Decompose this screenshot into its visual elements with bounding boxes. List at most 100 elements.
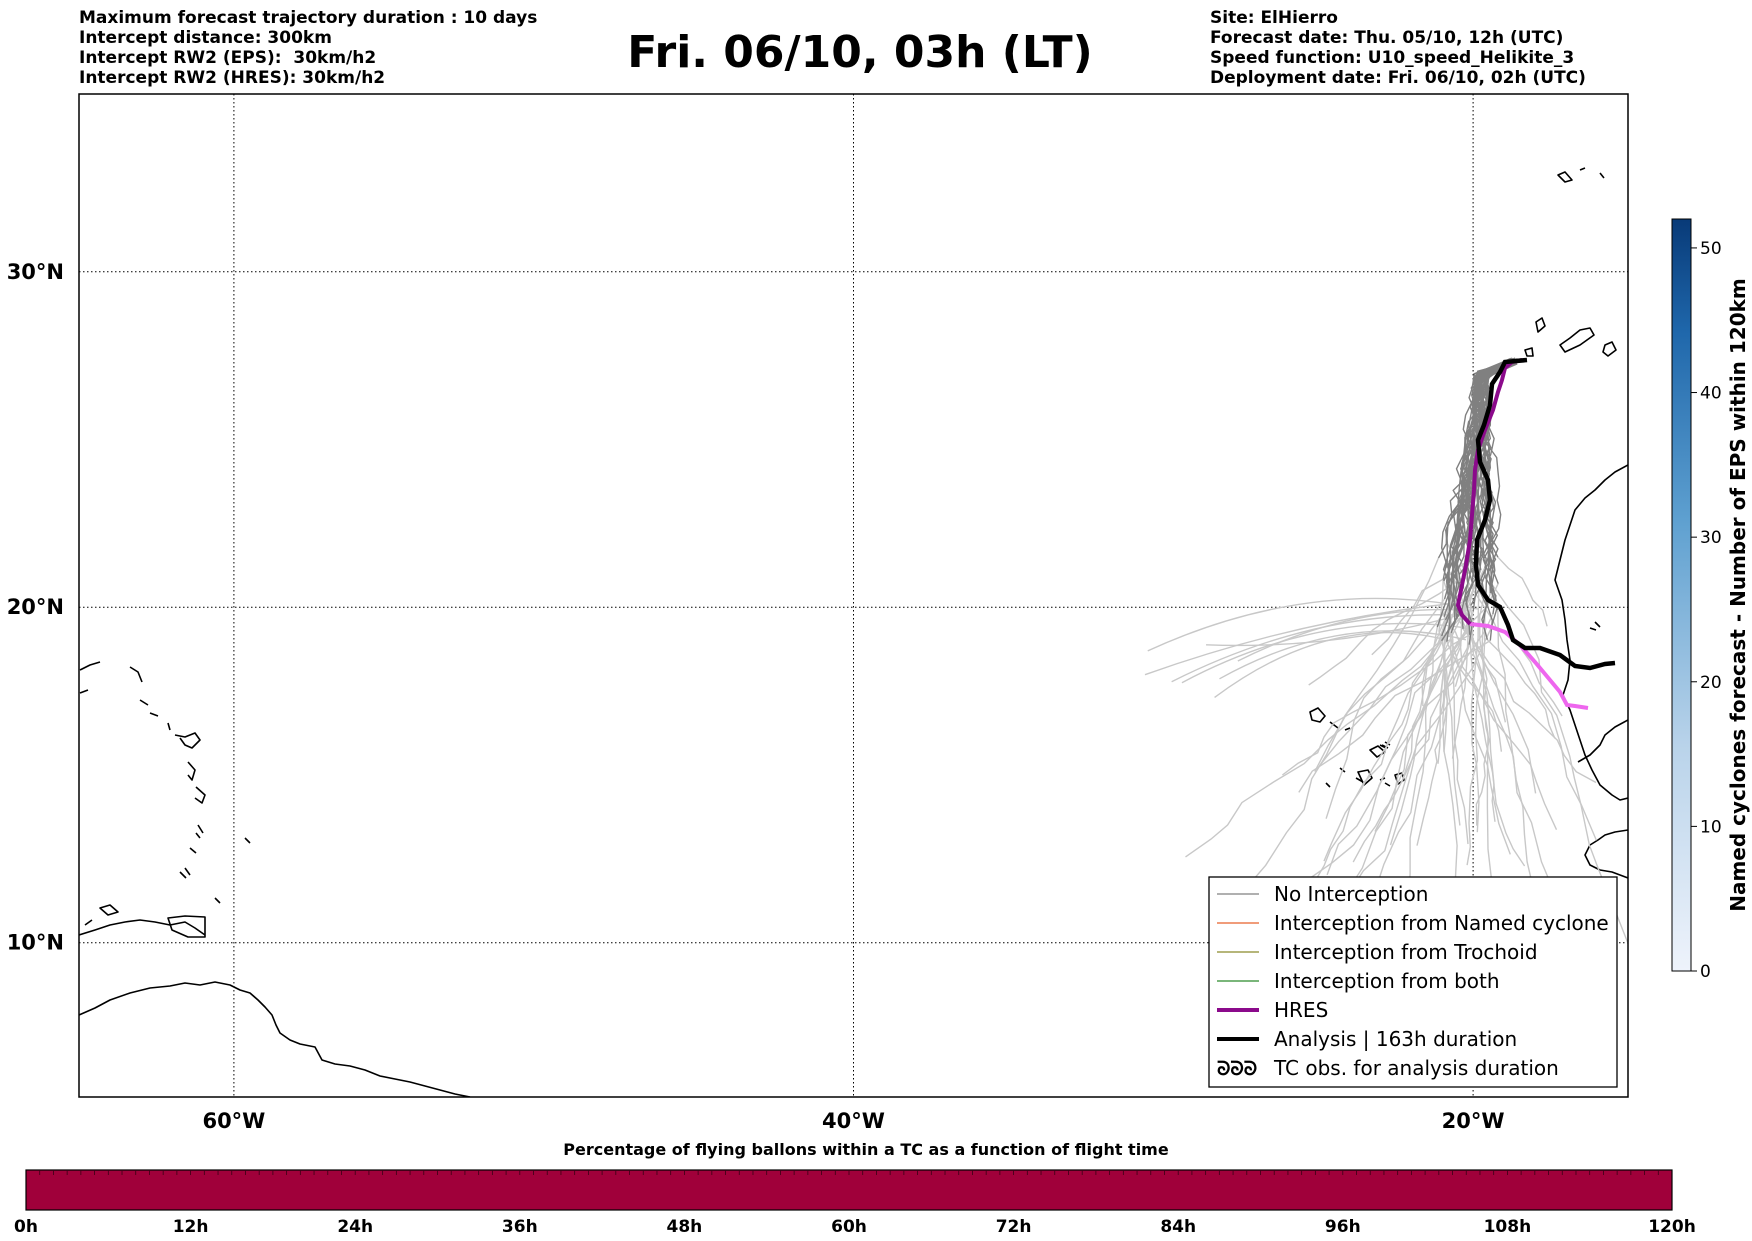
- eps-trajectory-late: [1325, 598, 1446, 819]
- right-colorbar-label: Named cyclones forecast - Number of EPS …: [1726, 278, 1750, 912]
- colorbar-tick-label: 50: [1700, 239, 1722, 259]
- right-colorbar-fill: [1671, 218, 1692, 972]
- speed-function-text: Speed function: U10_speed_Helikite_3: [1210, 48, 1575, 68]
- cape-verde-islands: [1309, 707, 1405, 788]
- west-africa-coastline: [1577, 719, 1628, 763]
- bottom-colorbar-fill: [25, 1169, 1673, 1211]
- map-gridlines: [79, 94, 1628, 1097]
- page-title: Fri. 06/10, 03h (LT): [627, 27, 1093, 78]
- site-text: Site: ElHierro: [1210, 8, 1338, 28]
- eps-trajectory: [1443, 362, 1512, 600]
- forecast-date-text: Forecast date: Thu. 05/10, 12h (UTC): [1210, 28, 1564, 48]
- legend-label: HRES: [1274, 998, 1328, 1022]
- eps-trajectory-late: [1371, 548, 1484, 656]
- eps-trajectory-late: [1443, 616, 1503, 752]
- right-colorbar-ticks: 0 10 20 30 40 50: [1691, 239, 1722, 982]
- eps-trajectory-late: [1277, 583, 1499, 910]
- colorbar-tick-label: 30: [1700, 528, 1722, 548]
- eps-trajectory-late: [1497, 556, 1548, 627]
- bottom-colorbar-tick-label: 24h: [337, 1217, 373, 1237]
- eps-trajectory: [1481, 361, 1513, 615]
- trajectories-no-interception: [1436, 357, 1519, 645]
- eps-trajectory-late: [1185, 640, 1443, 858]
- eps-trajectory-late: [1326, 613, 1494, 876]
- eps-trajectory-late: [1181, 622, 1462, 684]
- legend-label: Analysis | 163h duration: [1274, 1027, 1517, 1051]
- bottom-colorbar-tick-label: 0h: [14, 1217, 38, 1237]
- latitude-labels: 30°N 20°N 10°N: [7, 260, 64, 955]
- bottom-colorbar-ticks: 0h 12h 24h 36h 48h 60h 72h 84h 96h 108h 120h: [14, 1217, 1696, 1237]
- eps-trajectory-late: [1323, 617, 1458, 862]
- header-right-info: Site: ElHierro Forecast date: Thu. 05/10…: [1210, 8, 1586, 88]
- eps-trajectory-late: [1446, 567, 1526, 867]
- max-duration-text: Maximum forecast trajectory duration : 1…: [79, 8, 538, 28]
- eps-trajectory-late: [1441, 636, 1461, 826]
- colorbar-tick-label: 10: [1700, 817, 1722, 837]
- eps-trajectory-late: [1416, 632, 1453, 846]
- lon-label: 20°W: [1442, 1109, 1505, 1133]
- legend-label: Interception from both: [1274, 969, 1500, 993]
- eps-trajectory-late: [1478, 595, 1494, 934]
- legend: No Interception Interception from Named c…: [1208, 876, 1618, 1088]
- trinidad-island: [167, 915, 206, 938]
- bottom-colorbar-segments: [39, 1170, 1659, 1175]
- colorbar-tick-label: 0: [1700, 962, 1711, 982]
- map-area: 30°N 20°N 10°N 60°W 40°W 20°W No Interceptio…: [7, 93, 1629, 1133]
- right-colorbar: 0 10 20 30 40 50 Named cyclones forecast - Nu…: [1671, 218, 1750, 982]
- bottom-colorbar-tick-label: 12h: [173, 1217, 209, 1237]
- bottom-colorbar-tick-label: 120h: [1648, 1217, 1696, 1237]
- eps-trajectory-late: [1462, 628, 1597, 784]
- legend-symbol-icon: ᘐᘐᘐ: [1217, 1058, 1257, 1080]
- colorbar-tick-label: 20: [1700, 673, 1722, 693]
- legend-label: Interception from Named cyclone: [1274, 911, 1609, 935]
- colorbar-tick-label: 40: [1700, 384, 1722, 404]
- lat-label: 10°N: [7, 931, 64, 955]
- coastlines: [79, 167, 1628, 1097]
- map-frame: [78, 93, 1629, 1098]
- deployment-date-text: Deployment date: Fri. 06/10, 02h (UTC): [1210, 68, 1586, 88]
- venezuela-coastline: [79, 919, 206, 936]
- header-left-info: Maximum forecast trajectory duration : 1…: [79, 8, 537, 88]
- canary-islands: [1524, 317, 1617, 357]
- intercept-hres-text: Intercept RW2 (HRES): 30km/h2: [79, 68, 386, 88]
- africa-coastline: [1554, 464, 1628, 801]
- eps-trajectory-late: [1443, 580, 1537, 794]
- legend-box: [1208, 876, 1618, 1088]
- bottom-colorbar-title: Percentage of flying ballons within a TC…: [563, 1140, 1169, 1159]
- lat-label: 20°N: [7, 595, 64, 619]
- legend-label: TC obs. for analysis duration: [1273, 1056, 1559, 1080]
- eps-trajectory: [1443, 357, 1513, 582]
- legend-label: No Interception: [1274, 882, 1428, 906]
- eps-trajectory-late: [1219, 630, 1467, 680]
- lon-label: 60°W: [202, 1109, 265, 1133]
- eps-trajectory-late: [1237, 608, 1456, 662]
- analysis-trajectory: [1473, 357, 1616, 671]
- lat-label: 30°N: [7, 260, 64, 284]
- eps-trajectory-late: [1401, 568, 1455, 783]
- eps-trajectory-late: [1171, 614, 1459, 683]
- mauritania-coast-detail: [1589, 621, 1601, 631]
- eps-trajectory-late: [1310, 633, 1447, 889]
- bottom-colorbar-tick-label: 108h: [1484, 1217, 1532, 1237]
- south-america-coastline: [79, 981, 471, 1097]
- eps-trajectory-late: [1206, 612, 1467, 647]
- madeira-islands: [1557, 167, 1605, 183]
- bottom-colorbar-tick-label: 48h: [667, 1217, 703, 1237]
- eps-trajectory-late: [1470, 591, 1480, 833]
- intercept-eps-text: Intercept RW2 (EPS): 30km/h2: [79, 48, 377, 68]
- intercept-distance-text: Intercept distance: 300km: [79, 28, 332, 48]
- gulf-of-guinea-coastline: [1584, 829, 1628, 879]
- eps-trajectory-late: [1281, 634, 1471, 776]
- bottom-colorbar-tick-label: 96h: [1325, 1217, 1361, 1237]
- longitude-labels: 60°W 40°W 20°W: [202, 1109, 1504, 1133]
- bottom-colorbar-tick-label: 72h: [996, 1217, 1032, 1237]
- eps-trajectory-late: [1147, 597, 1479, 652]
- hres-trajectory-late: [1469, 622, 1589, 710]
- bottom-colorbar: Percentage of flying ballons within a TC…: [14, 1140, 1696, 1237]
- eps-trajectory: [1454, 357, 1516, 611]
- eps-trajectory-late: [1448, 603, 1469, 845]
- eps-trajectory-late: [1214, 631, 1453, 699]
- bottom-colorbar-tick-label: 36h: [502, 1217, 538, 1237]
- lon-label: 40°W: [822, 1109, 885, 1133]
